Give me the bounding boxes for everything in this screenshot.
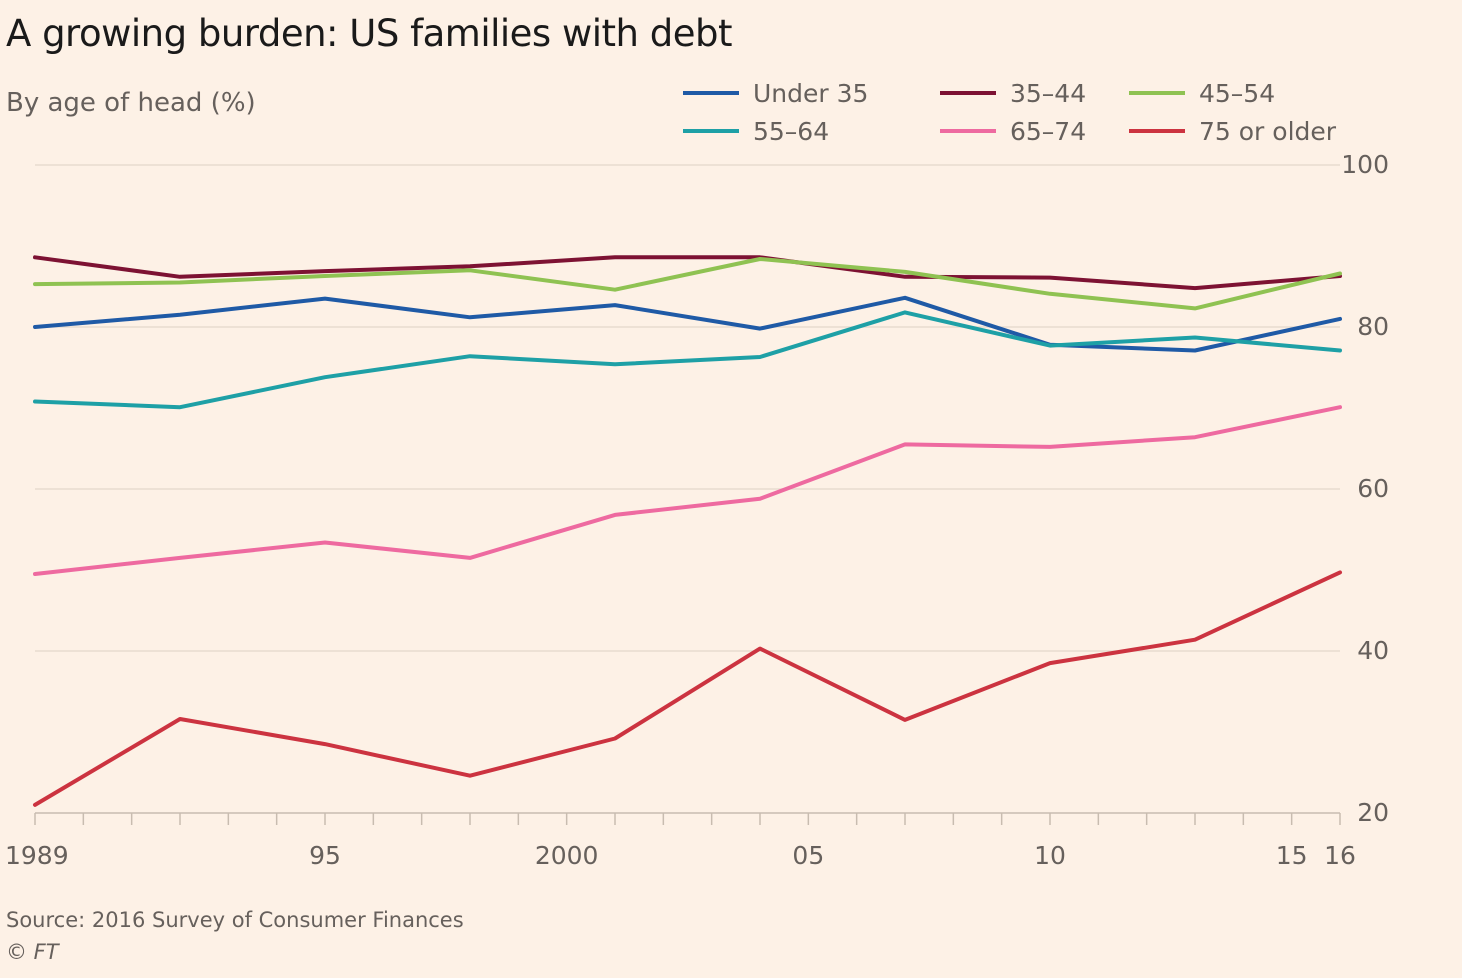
legend-label-35-44: 35–44	[1010, 78, 1087, 108]
x-tick-label-15: 15	[1276, 841, 1308, 870]
series-line-45-54	[33, 257, 1342, 311]
x-tick-label-2000: 2000	[535, 841, 599, 870]
legend-item-under-35: Under 35	[683, 78, 868, 108]
y-tick-label-100: 100	[1341, 150, 1389, 179]
x-tick-label-1989: 1989	[5, 841, 69, 870]
chart-subtitle: By age of head (%)	[6, 88, 256, 118]
x-tick-label-95: 95	[309, 841, 341, 870]
legend-label-45-54: 45–54	[1199, 78, 1276, 108]
chart-legend: Under 35 35–44 45–54 55–64 65–74 75 or o…	[0, 0, 1462, 160]
x-tick-label-16: 16	[1324, 841, 1356, 870]
credit-note: © FT	[6, 940, 59, 964]
legend-swatch-45-54	[1129, 91, 1185, 95]
source-note: Source: 2016 Survey of Consumer Finances	[6, 908, 464, 932]
legend-label-65-74: 65–74	[1010, 116, 1087, 146]
legend-item-55-64: 55–64	[683, 116, 829, 146]
legend-swatch-75-or-older	[1129, 129, 1185, 133]
chart-title: A growing burden: US families with debt	[6, 12, 732, 55]
legend-swatch-55-64	[683, 129, 739, 133]
legend-label-under-35: Under 35	[753, 78, 869, 108]
legend-item-75-or-older: 75 or older	[1129, 116, 1336, 146]
x-tick-label-05: 05	[792, 841, 824, 870]
series-line-75-or-older	[33, 570, 1342, 807]
legend-item-35-44: 35–44	[940, 78, 1086, 108]
legend-swatch-35-44	[940, 91, 996, 95]
x-tick-label-10: 10	[1034, 841, 1066, 870]
series-line-65-74	[33, 405, 1342, 576]
series-line-35-44	[33, 255, 1342, 291]
legend-label-55-64: 55–64	[753, 116, 830, 146]
legend-swatch-65-74	[940, 129, 996, 133]
legend-label-75-or-older: 75 or older	[1199, 116, 1337, 146]
y-tick-label-60: 60	[1357, 474, 1389, 503]
series-line-under-35	[33, 295, 1342, 353]
legend-item-45-54: 45–54	[1129, 78, 1275, 108]
y-tick-label-20: 20	[1357, 798, 1389, 827]
y-tick-label-80: 80	[1357, 312, 1389, 341]
legend-item-65-74: 65–74	[940, 116, 1086, 146]
y-tick-label-40: 40	[1357, 636, 1389, 665]
series-line-55-64	[33, 310, 1342, 410]
legend-swatch-under-35	[683, 91, 739, 95]
